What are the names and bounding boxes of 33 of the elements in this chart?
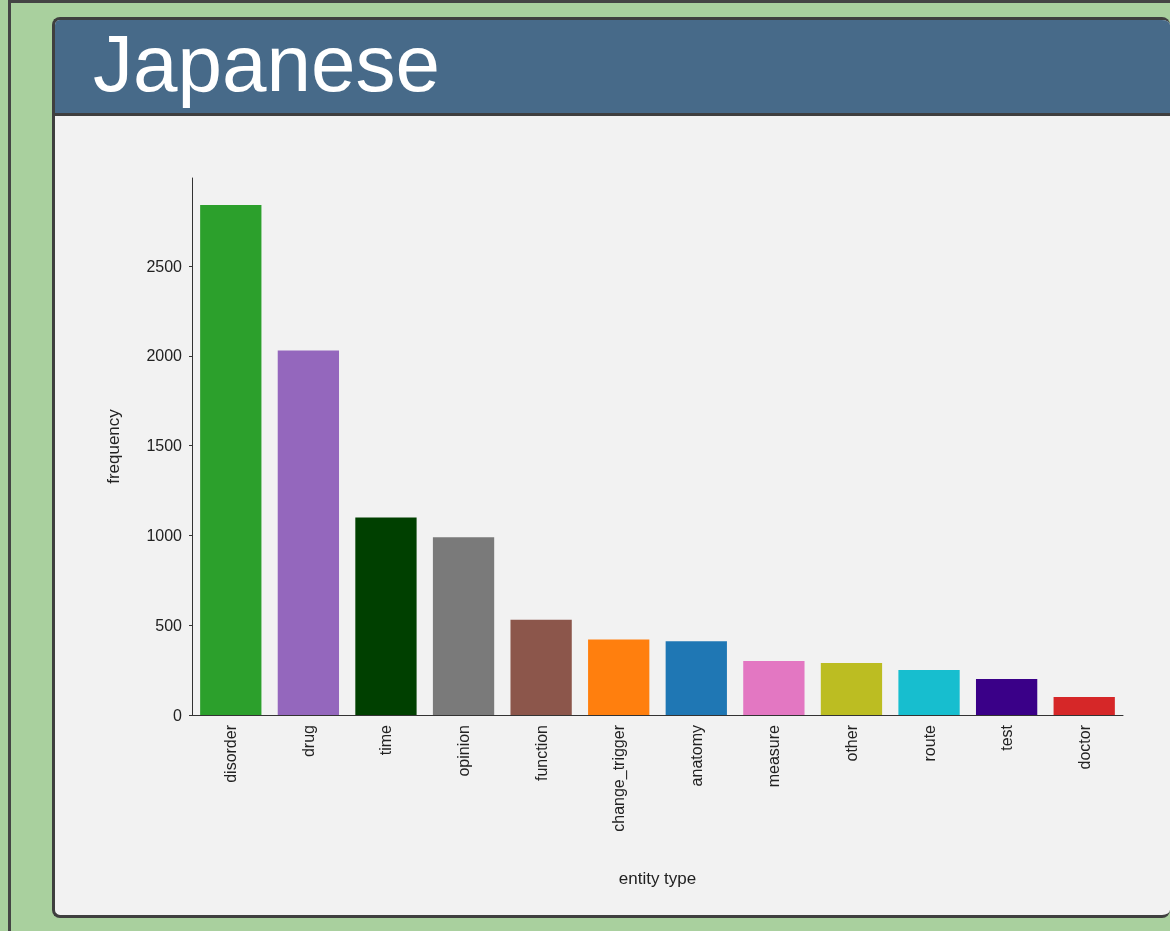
bar [975, 679, 1038, 715]
x-tick-label: doctor [1075, 724, 1093, 770]
x-tick-label: test [998, 724, 1016, 751]
y-tick-label: 0 [173, 706, 183, 724]
x-tick-label: disorder [222, 724, 240, 783]
chart-title: Japanese [55, 19, 1170, 116]
y-tick-label: 1500 [146, 437, 183, 455]
bar [898, 670, 960, 715]
bar [355, 517, 417, 715]
bar [1053, 697, 1115, 715]
x-tick-label: route [920, 724, 938, 762]
x-tick-label: time [377, 724, 395, 756]
x-tick-label: measure [765, 724, 783, 788]
bar [200, 204, 262, 715]
bar [820, 662, 883, 715]
y-tick-label: 1000 [146, 526, 183, 544]
x-axis-title: entity type [618, 869, 697, 888]
y-tick-label: 500 [155, 616, 183, 634]
x-tick-label: opinion [455, 725, 473, 777]
bar [588, 639, 650, 715]
x-tick-label: function [532, 725, 550, 782]
x-tick-label: drug [299, 725, 317, 758]
y-tick-label: 2000 [146, 347, 183, 365]
x-tick-label: anatomy [687, 725, 705, 787]
x-tick-label: other [842, 724, 860, 762]
x-tick-label: change_trigger [610, 724, 629, 832]
y-tick-label: 2500 [146, 257, 183, 275]
bar [665, 641, 727, 715]
bar [743, 661, 805, 715]
y-axis-title: frequency [104, 408, 123, 484]
bar [510, 619, 572, 715]
bar [432, 537, 495, 715]
bar [277, 350, 340, 715]
